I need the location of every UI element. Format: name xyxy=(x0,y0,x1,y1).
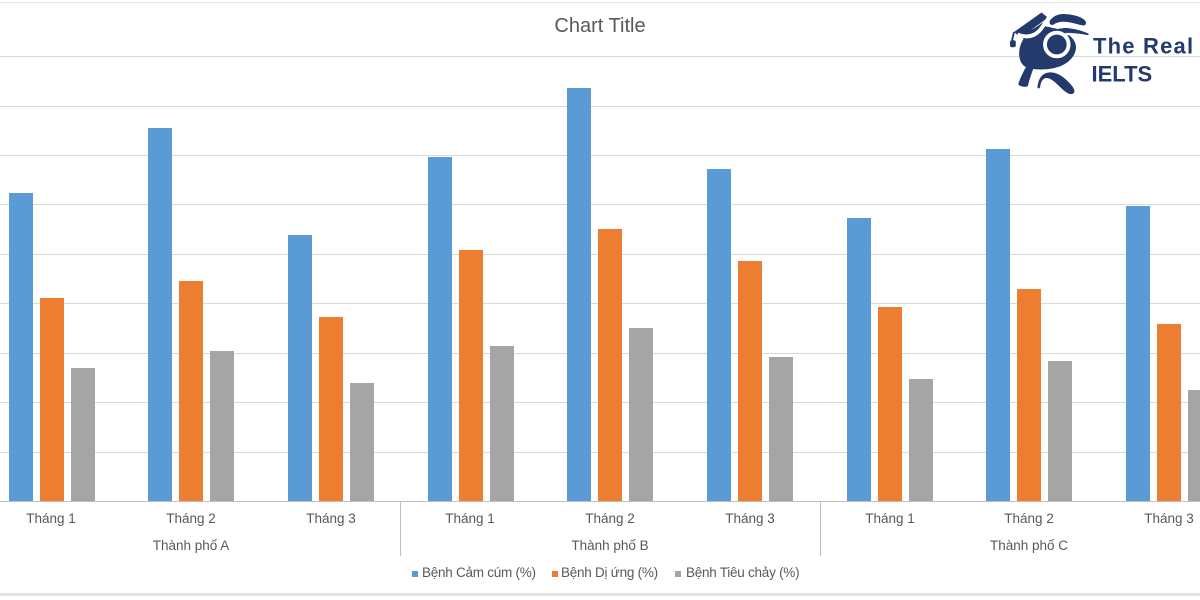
svg-text:IELTS: IELTS xyxy=(1092,62,1153,87)
svg-text:The Real: The Real xyxy=(1093,34,1194,59)
